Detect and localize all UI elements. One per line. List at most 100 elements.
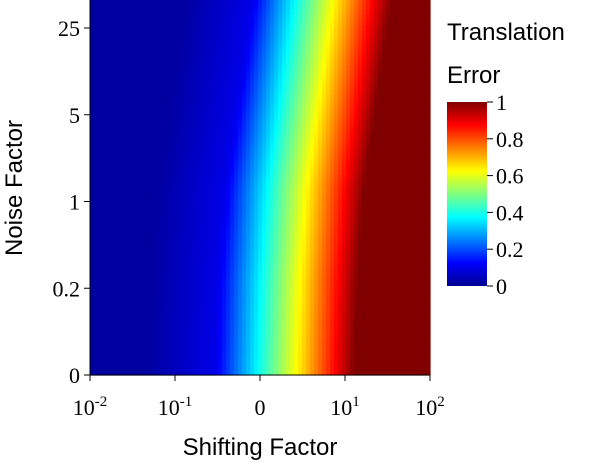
heat-cell — [366, 50, 371, 56]
heat-cell — [286, 145, 291, 151]
heat-cell — [122, 205, 127, 211]
heat-cell — [146, 50, 151, 56]
heat-cell — [354, 95, 359, 101]
heat-cell — [222, 25, 227, 31]
heat-cell — [378, 135, 383, 141]
heat-cell — [278, 65, 283, 71]
heat-cell — [130, 95, 135, 101]
heat-cell — [350, 190, 355, 196]
heat-cell — [90, 270, 95, 276]
heat-cell — [138, 75, 143, 81]
heat-cell — [350, 90, 355, 96]
heat-cell — [254, 230, 259, 236]
heat-cell — [306, 185, 311, 191]
heat-cell — [194, 235, 199, 241]
heat-cell — [166, 60, 171, 66]
heat-cell — [386, 165, 391, 171]
heat-cell — [262, 60, 267, 66]
heat-cell — [214, 30, 219, 36]
heat-cell — [218, 50, 223, 56]
heat-cell — [270, 220, 275, 226]
heat-cell — [322, 280, 327, 286]
heat-cell — [322, 275, 327, 281]
heat-cell — [214, 215, 219, 221]
heat-cell — [342, 20, 347, 26]
heat-cell — [210, 20, 215, 26]
heat-cell — [394, 275, 399, 281]
heat-cell — [326, 130, 331, 136]
heat-cell — [310, 260, 315, 266]
heat-cell — [186, 80, 191, 86]
heat-cell — [362, 85, 367, 91]
heat-cell — [362, 110, 367, 116]
heat-cell — [90, 25, 95, 31]
heat-cell — [134, 250, 139, 256]
heat-cell — [198, 235, 203, 241]
heat-cell — [262, 240, 267, 246]
heat-cell — [150, 70, 155, 76]
heat-cell — [118, 95, 123, 101]
heat-cell — [190, 30, 195, 36]
heat-cell — [302, 265, 307, 271]
heat-cell — [234, 100, 239, 106]
heat-cell — [94, 160, 99, 166]
heat-cell — [234, 80, 239, 86]
heat-cell — [358, 175, 363, 181]
heat-cell — [182, 230, 187, 236]
heat-cell — [122, 180, 127, 186]
heat-cell — [114, 290, 119, 296]
heat-cell — [158, 70, 163, 76]
heat-cell — [94, 5, 99, 11]
heat-cell — [370, 10, 375, 16]
heat-cell — [102, 110, 107, 116]
heat-cell — [242, 225, 247, 231]
heat-cell — [98, 20, 103, 26]
heat-cell — [278, 0, 283, 6]
heat-cell — [178, 195, 183, 201]
heat-cell — [246, 175, 251, 181]
heat-cell — [398, 105, 403, 111]
heat-cell — [354, 90, 359, 96]
heat-cell — [230, 250, 235, 256]
heat-cell — [378, 275, 383, 281]
heat-cell — [178, 215, 183, 221]
heat-cell — [170, 175, 175, 181]
heat-cell — [234, 170, 239, 176]
heat-cell — [410, 40, 415, 46]
heat-cell — [414, 10, 419, 16]
heat-cell — [154, 170, 159, 176]
heat-cell — [258, 290, 263, 296]
heat-cell — [410, 30, 415, 36]
heat-cell — [366, 40, 371, 46]
heat-cell — [98, 210, 103, 216]
heat-cell — [318, 100, 323, 106]
heat-cell — [350, 20, 355, 26]
heat-cell — [286, 220, 291, 226]
heat-cell — [370, 55, 375, 61]
heat-cell — [330, 80, 335, 86]
heat-cell — [130, 225, 135, 231]
heat-cell — [206, 210, 211, 216]
heat-cell — [310, 50, 315, 56]
heat-cell — [170, 45, 175, 51]
heat-cell — [394, 35, 399, 41]
heat-cell — [422, 245, 427, 251]
heat-cell — [398, 130, 403, 136]
heat-cell — [366, 250, 371, 256]
heat-cell — [282, 115, 287, 121]
heat-cell — [94, 165, 99, 171]
heat-cell — [146, 250, 151, 256]
heat-cell — [322, 30, 327, 36]
heat-cell — [314, 0, 319, 6]
heat-cell — [406, 105, 411, 111]
heat-cell — [322, 55, 327, 61]
heat-cell — [238, 150, 243, 156]
heat-cell — [286, 65, 291, 71]
heat-cell — [210, 135, 215, 141]
heat-cell — [186, 155, 191, 161]
heat-cell — [154, 85, 159, 91]
heat-cell — [206, 90, 211, 96]
heat-cell — [150, 130, 155, 136]
heat-cell — [270, 30, 275, 36]
heat-cell — [286, 250, 291, 256]
